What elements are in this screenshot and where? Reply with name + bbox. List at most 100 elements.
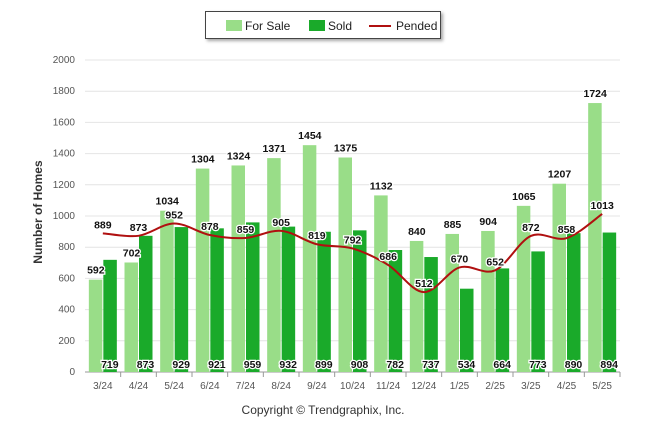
data-label-pended: 652 [486, 256, 504, 268]
x-tick-label: 5/25 [592, 381, 612, 392]
data-label-sold: 932 [279, 359, 297, 371]
bar-sold [103, 259, 117, 372]
bar-sold [388, 250, 403, 372]
data-label-pended: 889 [94, 219, 112, 231]
x-tick-label: 6/24 [200, 381, 220, 392]
data-label-for-sale: 1724 [583, 88, 607, 100]
data-label-pended: 872 [522, 222, 540, 234]
bar-for-sale [124, 262, 138, 372]
bar-sold [174, 227, 189, 372]
bar-for-sale [195, 168, 210, 372]
bar-sold [210, 228, 224, 372]
bar-for-sale [588, 103, 602, 372]
bar-for-sale [302, 145, 317, 372]
bar-for-sale [160, 210, 174, 372]
data-label-sold: 890 [565, 359, 583, 371]
data-label-sold: 959 [244, 359, 262, 371]
x-tick-label: 2/25 [485, 381, 505, 392]
y-tick-label: 200 [58, 336, 75, 347]
data-label-sold: 929 [172, 359, 190, 371]
data-label-sold: 873 [137, 359, 155, 371]
bar-for-sale [231, 165, 245, 372]
x-tick-label: 7/24 [236, 381, 256, 392]
bar-sold [353, 230, 367, 372]
bar-for-sale [267, 158, 281, 372]
bar-sold [460, 288, 474, 372]
bar-for-sale [481, 230, 495, 372]
x-tick-label: 12/24 [411, 381, 436, 392]
bar-sold [281, 226, 296, 372]
data-label-for-sale: 1304 [191, 154, 215, 166]
y-tick-label: 600 [58, 273, 75, 284]
bar-sold [139, 235, 153, 372]
data-label-sold: 899 [315, 359, 333, 371]
bar-for-sale [374, 195, 388, 372]
data-label-for-sale: 1207 [548, 169, 572, 181]
data-label-for-sale: 1371 [262, 143, 286, 155]
x-tick-label: 8/24 [271, 381, 291, 392]
bar-sold [495, 268, 510, 372]
data-label-sold: 664 [493, 359, 511, 371]
line-pended [102, 213, 603, 294]
data-label-for-sale: 904 [479, 216, 497, 228]
bar-sold [602, 232, 617, 372]
bar-sold [246, 222, 260, 372]
legend: For Sale Sold Pended [205, 11, 441, 39]
y-tick-label: 1800 [53, 86, 76, 97]
x-tick-label: 3/25 [521, 381, 541, 392]
bar-for-sale [338, 157, 352, 372]
x-tick-label: 4/25 [557, 381, 577, 392]
data-label-pended: 952 [165, 209, 183, 221]
data-label-for-sale: 1375 [334, 143, 358, 155]
data-label-sold: 737 [422, 359, 440, 371]
data-label-sold: 719 [101, 359, 119, 371]
copyright: Copyright © Trendgraphix, Inc. [241, 403, 405, 417]
data-label-for-sale: 702 [123, 247, 141, 259]
x-tick-label: 3/24 [93, 381, 113, 392]
data-label-pended: 858 [558, 224, 576, 236]
data-label-pended: 686 [379, 251, 397, 263]
data-label-pended: 819 [308, 230, 326, 242]
legend-swatch-pended [369, 25, 391, 27]
data-label-pended: 1013 [590, 200, 614, 212]
y-tick-label: 1600 [53, 117, 76, 128]
y-tick-label: 2000 [53, 55, 76, 66]
data-label-for-sale: 1324 [227, 150, 251, 162]
legend-label-pended: Pended [396, 19, 438, 33]
y-tick-label: 1400 [53, 149, 76, 160]
data-label-pended: 873 [130, 222, 148, 234]
data-label-pended: 859 [237, 224, 255, 236]
y-tick-label: 1000 [53, 211, 76, 222]
data-label-sold: 894 [600, 359, 618, 371]
data-label-sold: 782 [386, 359, 404, 371]
x-tick-label: 11/24 [376, 381, 401, 392]
x-tick-label: 10/24 [340, 381, 365, 392]
data-label-pended: 905 [272, 217, 290, 229]
data-label-for-sale: 1454 [298, 130, 322, 142]
data-label-pended: 878 [201, 221, 219, 233]
bar-for-sale [552, 183, 566, 372]
x-tick-label: 1/25 [450, 381, 470, 392]
bar-for-sale [409, 240, 424, 372]
data-label-pended: 792 [344, 234, 362, 246]
bar-sold [567, 233, 581, 372]
data-label-for-sale: 592 [87, 265, 105, 277]
x-tick-label: 9/24 [307, 381, 327, 392]
bar-for-sale [516, 205, 531, 372]
data-label-for-sale: 1132 [370, 180, 393, 192]
y-axis-title: Number of Homes [31, 160, 45, 264]
bar-sold [424, 257, 438, 372]
data-label-sold: 908 [351, 359, 369, 371]
data-label-sold: 773 [529, 359, 547, 371]
data-label-sold: 921 [208, 359, 226, 371]
x-tick-label: 5/24 [164, 381, 184, 392]
data-label-for-sale: 885 [444, 219, 462, 231]
bar-sold [531, 251, 545, 372]
data-label-for-sale: 840 [408, 226, 426, 238]
y-tick-label: 400 [58, 305, 75, 316]
bar-sold [317, 231, 331, 372]
data-label-for-sale: 1065 [512, 191, 536, 203]
data-label-pended: 670 [451, 253, 469, 265]
y-tick-label: 1200 [53, 180, 76, 191]
